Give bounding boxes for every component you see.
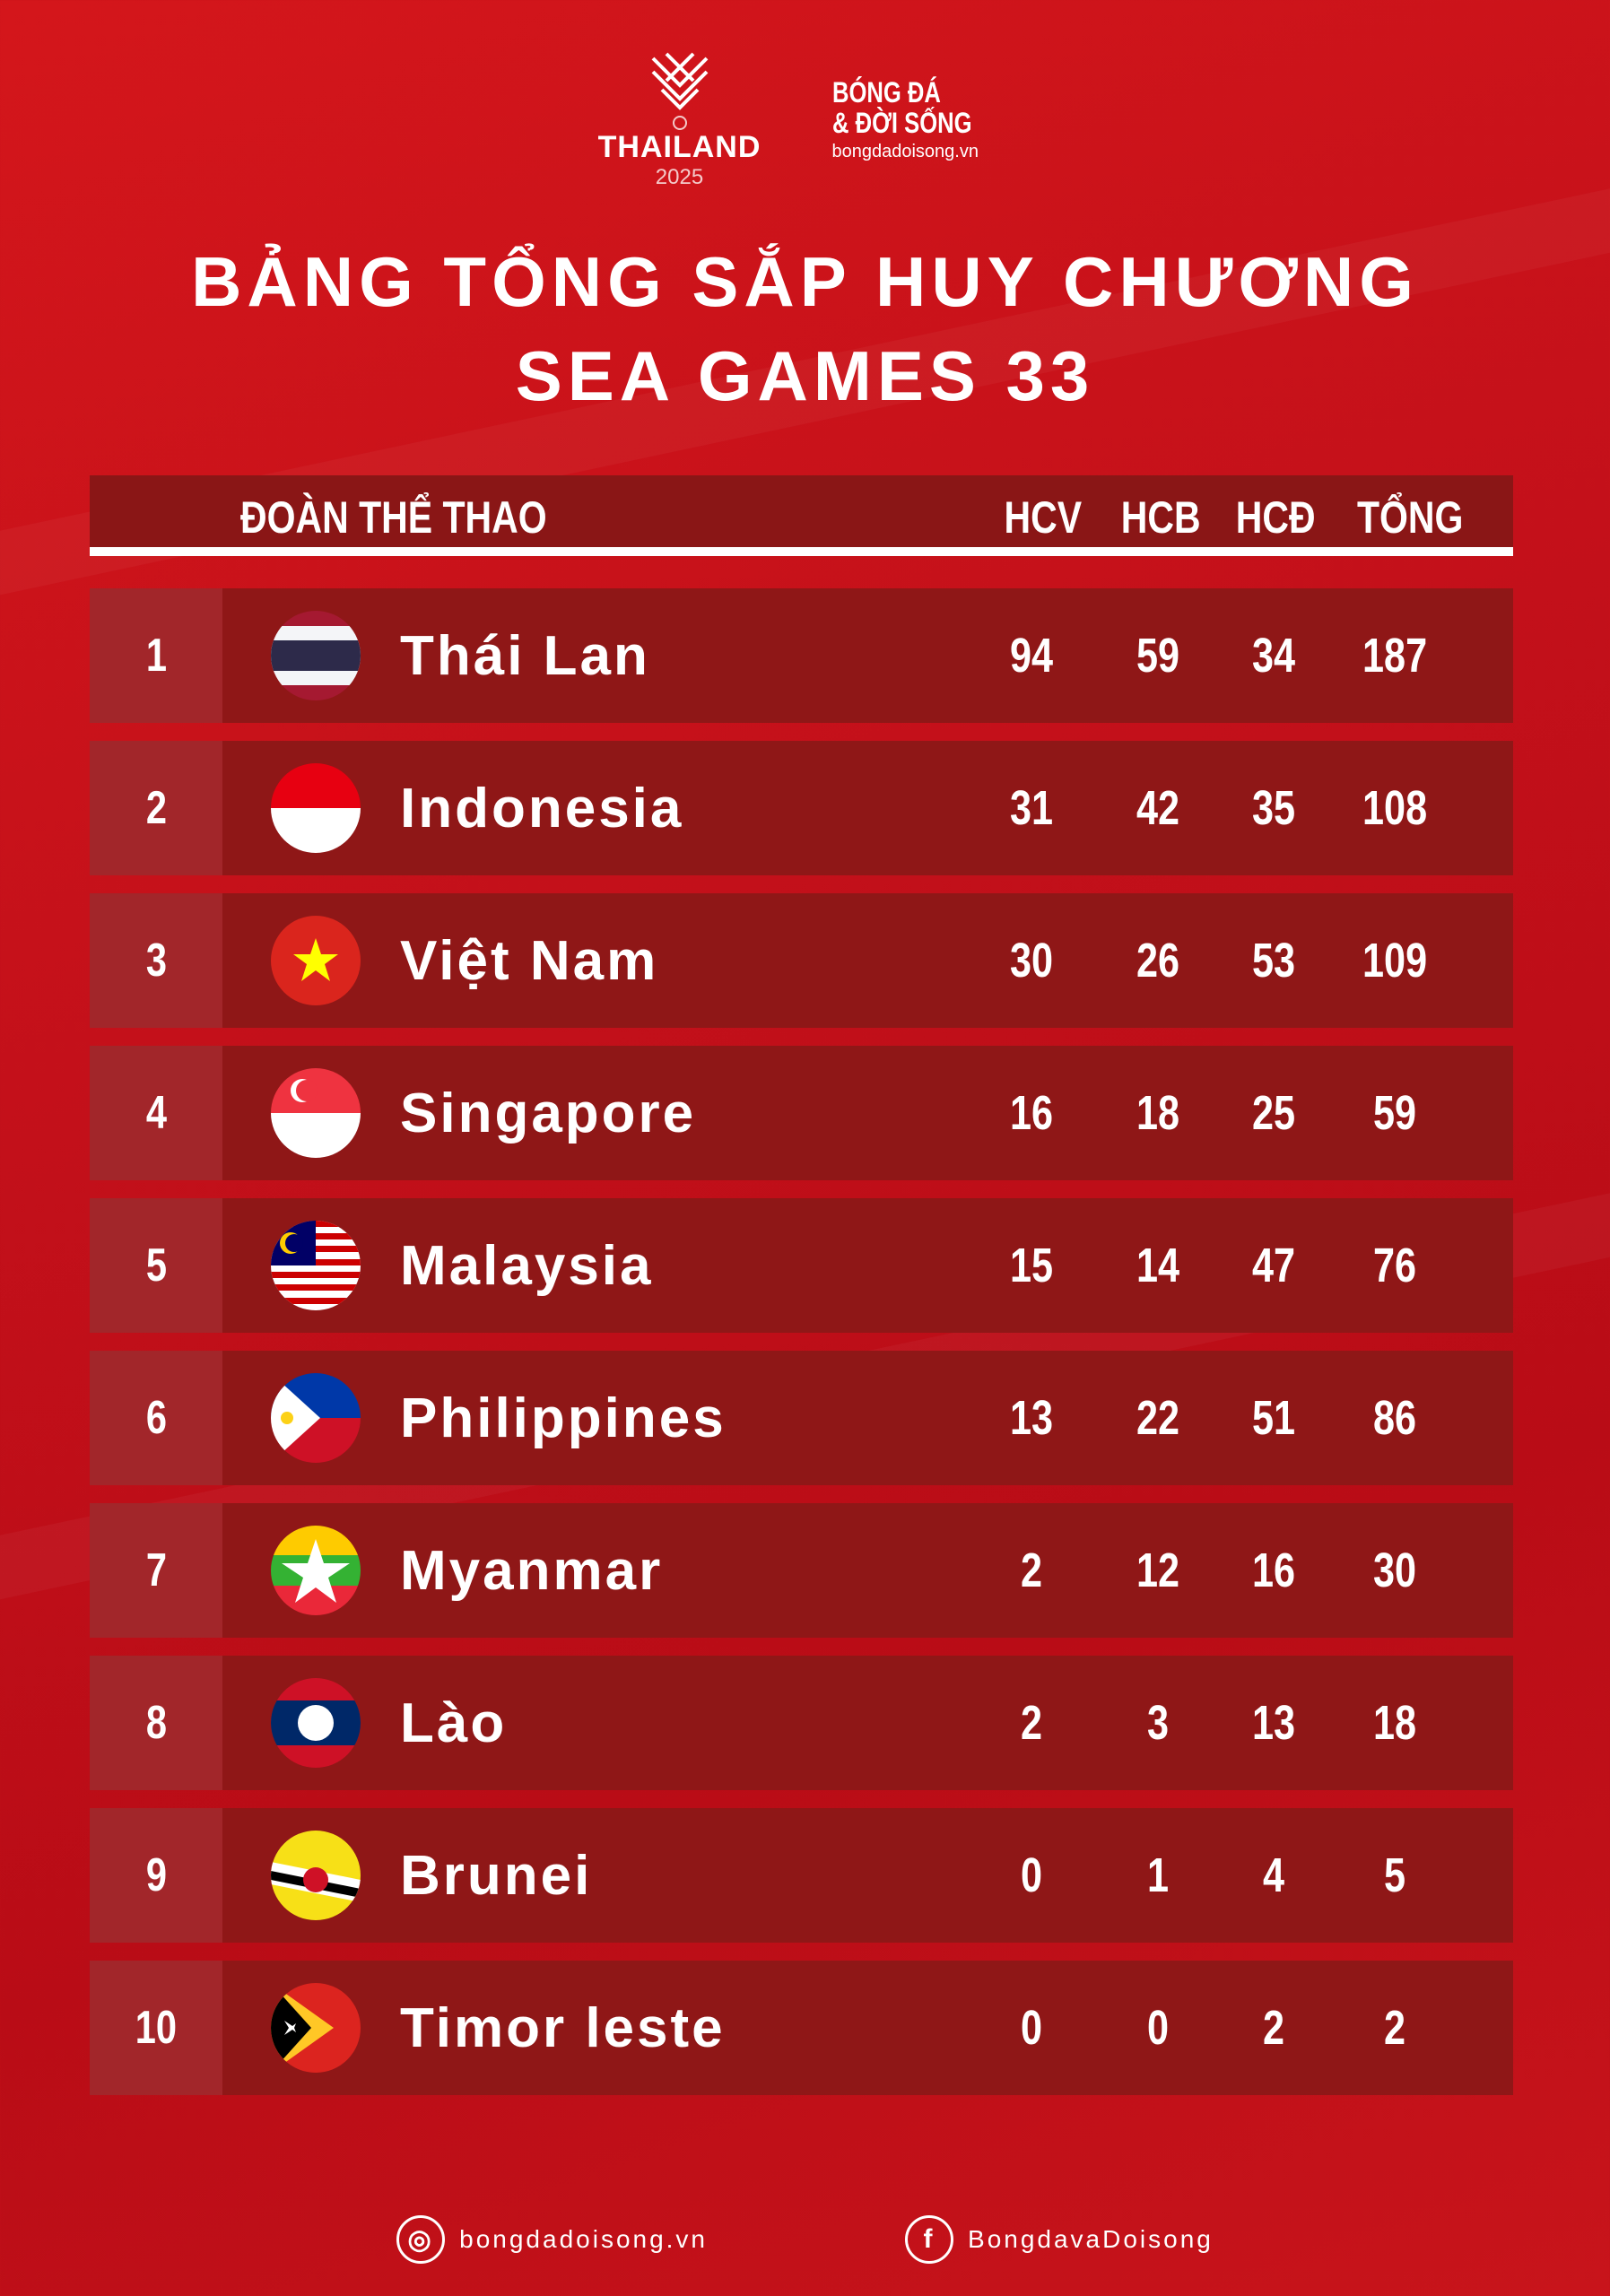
myanmar-flag-icon [271,1526,361,1615]
rank-cell: 6 [90,1351,222,1485]
gold-count: 0 [1020,1848,1043,1902]
header-gold: HCV [1004,492,1083,543]
footer-website[interactable]: ◎ bongdadoisong.vn [396,2215,708,2264]
silver-count: 14 [1136,1239,1180,1292]
silver-count: 12 [1136,1544,1180,1597]
bronze-count: 16 [1251,1544,1296,1597]
laos-flag-icon [271,1678,361,1768]
rank-cell: 4 [90,1046,222,1180]
total-count: 86 [1372,1391,1417,1445]
gold-count: 15 [1009,1239,1054,1292]
gold-count: 2 [1020,1544,1043,1597]
silver-count: 18 [1136,1086,1180,1140]
country-name: Indonesia [400,778,684,839]
table-row: 8 Lào 2 3 13 18 [90,1656,1513,1790]
rank-cell: 2 [90,741,222,875]
bronze-count: 51 [1251,1391,1296,1445]
country-name: Thái Lan [400,625,650,687]
gold-count: 31 [1009,781,1054,835]
footer: ◎ bongdadoisong.vn f BongdavaDoisong [0,2215,1610,2264]
brunei-flag-icon [271,1831,361,1920]
timor-leste-flag-icon [271,1983,361,2073]
country-name: Myanmar [400,1540,664,1602]
bongda-logo: BÓNG ĐÁ & ĐỜI SỐNG bongdadoisong.vn [831,76,979,161]
singapore-flag-icon [271,1068,361,1158]
country-name: Timor leste [400,1997,726,2059]
thailand-flag-icon [271,611,361,700]
country-name: Malaysia [400,1235,654,1297]
country-name: Brunei [400,1845,593,1907]
silver-count: 1 [1146,1848,1170,1902]
total-count: 108 [1362,781,1428,835]
bronze-count: 2 [1262,2001,1285,2055]
header-team: ĐOÀN THỂ THAO [240,492,547,543]
table-row: 1 Thái Lan 94 59 34 187 [90,588,1513,723]
rank-cell: 5 [90,1198,222,1333]
country-name: Singapore [400,1083,697,1144]
philippines-flag-icon [271,1373,361,1463]
gold-count: 94 [1009,629,1054,683]
silver-count: 3 [1146,1696,1170,1750]
silver-count: 0 [1146,2001,1170,2055]
table-row: 3 Việt Nam 30 26 53 109 [90,893,1513,1028]
total-count: 187 [1362,629,1428,683]
logo-bar: THAILAND 2025 BÓNG ĐÁ & ĐỜI SỐNG bongdad… [0,49,1610,190]
bronze-count: 13 [1251,1696,1296,1750]
silver-count: 59 [1136,629,1180,683]
rank-cell: 3 [90,893,222,1028]
table-header: ĐOÀN THỂ THAO HCV HCB HCĐ TỔNG [90,475,1513,556]
malaysia-flag-icon [271,1221,361,1310]
facebook-icon: f [905,2215,954,2264]
sea-games-logo: THAILAND 2025 [598,49,761,190]
total-count: 76 [1372,1239,1417,1292]
total-count: 59 [1372,1086,1417,1140]
header-bronze: HCĐ [1235,492,1316,543]
sea-games-emblem-icon [651,52,708,130]
bronze-count: 53 [1251,934,1296,987]
indonesia-flag-icon [271,763,361,853]
rank-cell: 8 [90,1656,222,1790]
table-row: 2 Indonesia 31 42 35 108 [90,741,1513,875]
silver-count: 26 [1136,934,1180,987]
bronze-count: 34 [1251,629,1296,683]
bronze-count: 25 [1251,1086,1296,1140]
total-count: 30 [1372,1544,1417,1597]
globe-icon: ◎ [396,2215,446,2264]
table-row: 6 Philippines 13 22 51 86 [90,1351,1513,1485]
total-count: 18 [1372,1696,1417,1750]
total-count: 109 [1362,934,1428,987]
header-silver: HCB [1120,492,1201,543]
rank-cell: 7 [90,1503,222,1638]
gold-count: 0 [1020,2001,1043,2055]
country-name: Philippines [400,1387,727,1449]
gold-count: 2 [1020,1696,1043,1750]
table-row: 5 Malaysia 15 14 47 76 [90,1198,1513,1333]
gold-count: 30 [1009,934,1054,987]
rank-cell: 9 [90,1808,222,1943]
rank-cell: 10 [90,1961,222,2095]
gold-count: 16 [1009,1086,1054,1140]
footer-facebook[interactable]: f BongdavaDoisong [905,2215,1214,2264]
gold-count: 13 [1009,1391,1054,1445]
bronze-count: 4 [1262,1848,1285,1902]
page-title: BẢNG TỔNG SẮP HUY CHƯƠNG SEA GAMES 33 [191,242,1419,415]
total-count: 2 [1383,2001,1406,2055]
rank-cell: 1 [90,588,222,723]
silver-count: 42 [1136,781,1180,835]
table-row: 10 Timor leste 0 0 2 2 [90,1961,1513,2095]
country-name: Việt Nam [400,930,659,992]
table-row: 7 Myanmar 2 12 16 30 [90,1503,1513,1638]
table-row: 9 Brunei 0 1 4 5 [90,1808,1513,1943]
header-total: TỔNG [1356,492,1464,543]
total-count: 5 [1383,1848,1406,1902]
bronze-count: 47 [1251,1239,1296,1292]
silver-count: 22 [1136,1391,1180,1445]
table-row: 4 Singapore 16 18 25 59 [90,1046,1513,1180]
vietnam-flag-icon [271,916,361,1005]
country-name: Lào [400,1692,508,1754]
bronze-count: 35 [1251,781,1296,835]
